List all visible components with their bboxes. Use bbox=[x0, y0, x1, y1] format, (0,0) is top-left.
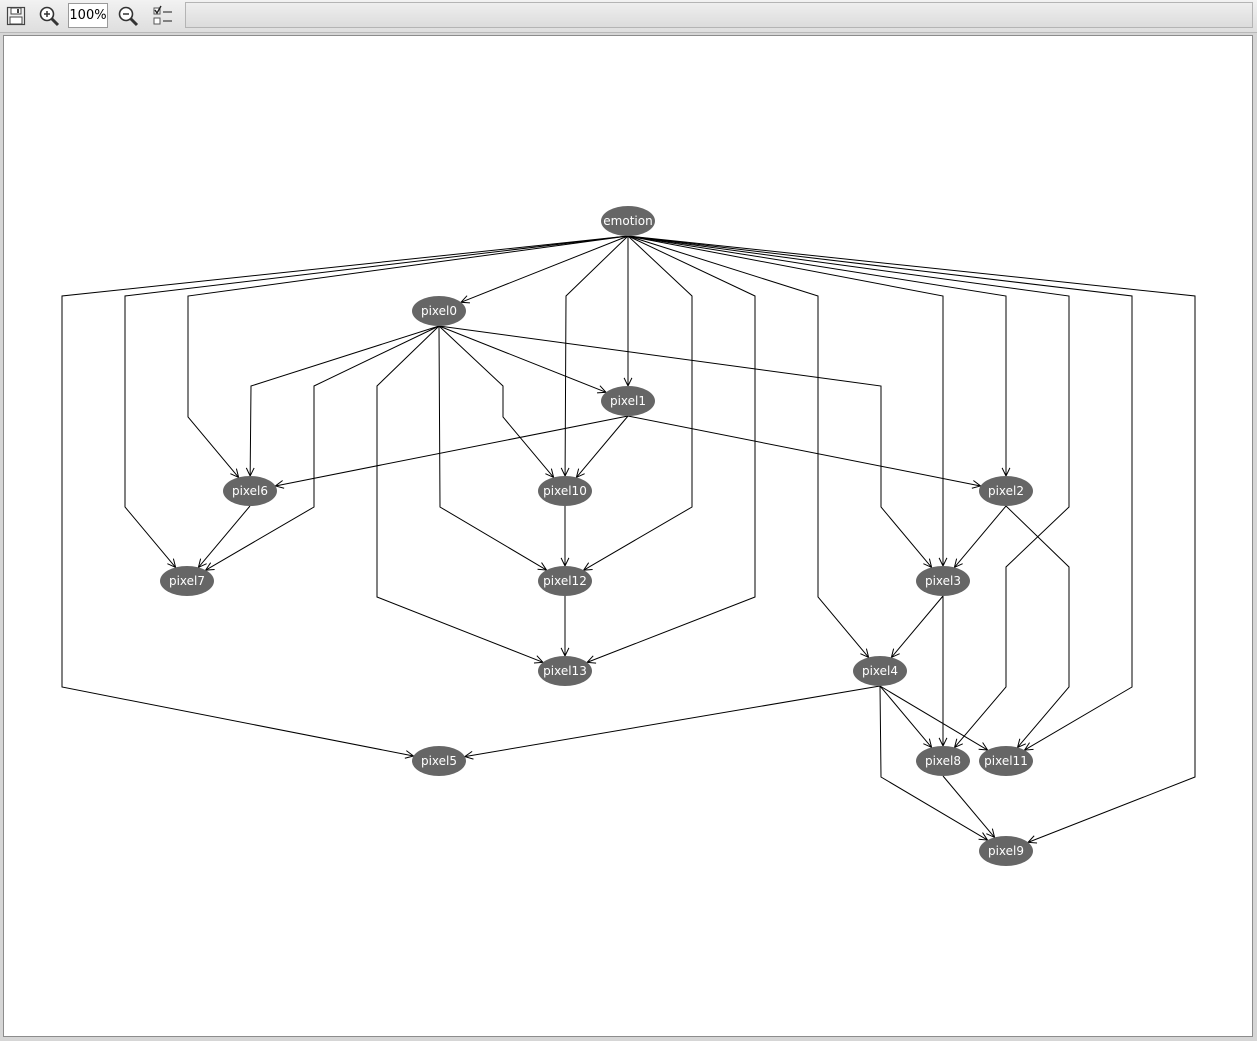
node-shape-pixel5 bbox=[412, 746, 466, 776]
edge-pixel8-pixel9 bbox=[942, 775, 995, 838]
node-label-pixel11: pixel11 bbox=[984, 754, 1028, 768]
arrowhead-pixel4-pixel9 bbox=[978, 832, 989, 841]
edge-pixel6-pixel7 bbox=[198, 505, 251, 568]
edge-emotion-pixel4 bbox=[627, 235, 869, 658]
edge-emotion-pixel2 bbox=[627, 235, 1007, 476]
node-shape-pixel1 bbox=[601, 386, 655, 416]
node-shape-pixel3 bbox=[916, 566, 970, 596]
node-label-pixel4: pixel4 bbox=[862, 664, 898, 678]
edge-pixel4-pixel5 bbox=[464, 685, 881, 758]
node-pixel0[interactable]: pixel0 bbox=[412, 296, 466, 326]
edge-emotion-pixel12 bbox=[583, 235, 693, 571]
arrowhead-pixel0-pixel1 bbox=[597, 385, 608, 394]
edge-emotion-pixel0 bbox=[460, 235, 629, 303]
arrowhead-pixel3-pixel4 bbox=[890, 648, 900, 659]
checklist-icon[interactable] bbox=[150, 3, 176, 29]
edge-emotion-pixel6 bbox=[187, 235, 629, 478]
edge-pixel2-pixel3 bbox=[954, 505, 1007, 568]
edge-pixel3-pixel4 bbox=[891, 595, 944, 658]
node-pixel8[interactable]: pixel8 bbox=[916, 746, 970, 776]
edge-pixel1-pixel2 bbox=[627, 415, 981, 487]
edge-emotion-pixel3 bbox=[627, 235, 944, 566]
node-label-pixel13: pixel13 bbox=[543, 664, 587, 678]
arrowhead-emotion-pixel11 bbox=[1023, 742, 1034, 751]
edge-pixel0-pixel12 bbox=[438, 325, 547, 571]
node-label-pixel7: pixel7 bbox=[169, 574, 205, 588]
node-shape-pixel4 bbox=[853, 656, 907, 686]
node-pixel4[interactable]: pixel4 bbox=[853, 656, 907, 686]
node-shape-pixel2 bbox=[979, 476, 1033, 506]
edge-pixel4-pixel11 bbox=[879, 685, 988, 751]
node-label-pixel8: pixel8 bbox=[925, 754, 961, 768]
edge-pixel0-pixel10 bbox=[438, 325, 554, 478]
arrowhead-pixel6-pixel7 bbox=[197, 558, 207, 569]
node-shape-pixel8 bbox=[916, 746, 970, 776]
node-shape-emotion bbox=[601, 206, 655, 236]
arrowhead-pixel8-pixel9 bbox=[986, 828, 996, 839]
toolbar: 100% bbox=[0, 0, 1257, 33]
node-label-pixel2: pixel2 bbox=[988, 484, 1024, 498]
node-pixel11[interactable]: pixel11 bbox=[979, 746, 1033, 776]
arrowhead-pixel4-pixel8 bbox=[923, 738, 933, 749]
arrowhead-pixel0-pixel12 bbox=[537, 562, 548, 571]
node-shape-pixel11 bbox=[979, 746, 1033, 776]
floppy-disk-icon[interactable] bbox=[3, 3, 29, 29]
node-shape-pixel9 bbox=[979, 836, 1033, 866]
edge-pixel0-pixel13 bbox=[376, 325, 544, 663]
edge-emotion-pixel10 bbox=[564, 235, 629, 477]
node-label-pixel5: pixel5 bbox=[421, 754, 457, 768]
edge-pixel1-pixel10 bbox=[576, 415, 629, 478]
node-label-pixel6: pixel6 bbox=[232, 484, 268, 498]
node-shape-pixel0 bbox=[412, 296, 466, 326]
node-label-pixel12: pixel12 bbox=[543, 574, 587, 588]
node-shape-pixel12 bbox=[538, 566, 592, 596]
graph-canvas: emotion pixel0 pixel1 pixel2 pixel3 pixel4 pix… bbox=[3, 35, 1253, 1037]
node-label-pixel0: pixel0 bbox=[421, 304, 457, 318]
node-pixel6[interactable]: pixel6 bbox=[223, 476, 277, 506]
node-label-pixel3: pixel3 bbox=[925, 574, 961, 588]
arrowhead-emotion-pixel12 bbox=[582, 562, 593, 571]
zoom-out-icon[interactable] bbox=[115, 3, 141, 29]
edge-pixel2-pixel11 bbox=[1005, 505, 1070, 748]
node-emotion[interactable]: emotion bbox=[601, 206, 655, 236]
arrowhead-pixel2-pixel11 bbox=[1016, 738, 1026, 749]
zoom-in-icon[interactable] bbox=[36, 3, 62, 29]
node-pixel5[interactable]: pixel5 bbox=[412, 746, 466, 776]
zoom-level-field[interactable]: 100% bbox=[68, 3, 108, 28]
edge-pixel4-pixel9 bbox=[879, 685, 988, 841]
edge-emotion-pixel11 bbox=[627, 235, 1133, 751]
edge-emotion-pixel9 bbox=[627, 235, 1196, 843]
node-pixel3[interactable]: pixel3 bbox=[916, 566, 970, 596]
node-label-pixel10: pixel10 bbox=[543, 484, 587, 498]
node-label-emotion: emotion bbox=[603, 214, 652, 228]
node-pixel7[interactable]: pixel7 bbox=[160, 566, 214, 596]
node-pixel10[interactable]: pixel10 bbox=[538, 476, 592, 506]
node-shape-pixel6 bbox=[223, 476, 277, 506]
node-pixel12[interactable]: pixel12 bbox=[538, 566, 592, 596]
node-pixel9[interactable]: pixel9 bbox=[979, 836, 1033, 866]
node-shape-pixel13 bbox=[538, 656, 592, 686]
edge-pixel1-pixel6 bbox=[275, 415, 629, 487]
arrowhead-pixel2-pixel3 bbox=[953, 558, 963, 569]
node-label-pixel9: pixel9 bbox=[988, 844, 1024, 858]
edge-emotion-pixel5 bbox=[61, 235, 629, 757]
node-shape-pixel10 bbox=[538, 476, 592, 506]
edge-pixel4-pixel8 bbox=[879, 685, 932, 748]
node-label-pixel1: pixel1 bbox=[610, 394, 646, 408]
node-pixel2[interactable]: pixel2 bbox=[979, 476, 1033, 506]
edge-emotion-pixel13 bbox=[586, 235, 756, 663]
toolbar-filler bbox=[185, 2, 1253, 28]
arrowhead-emotion-pixel9 bbox=[1026, 835, 1038, 844]
edge-pixel0-pixel1 bbox=[438, 325, 607, 393]
edge-emotion-pixel7 bbox=[124, 235, 629, 568]
arrowhead-emotion-pixel8 bbox=[953, 738, 963, 749]
edge-pixel0-pixel3 bbox=[438, 325, 932, 568]
arrowhead-pixel0-pixel7 bbox=[204, 562, 215, 571]
node-pixel13[interactable]: pixel13 bbox=[538, 656, 592, 686]
edge-pixel0-pixel6 bbox=[249, 325, 440, 477]
edge-pixel0-pixel7 bbox=[205, 325, 440, 571]
node-shape-pixel7 bbox=[160, 566, 214, 596]
node-pixel1[interactable]: pixel1 bbox=[601, 386, 655, 416]
